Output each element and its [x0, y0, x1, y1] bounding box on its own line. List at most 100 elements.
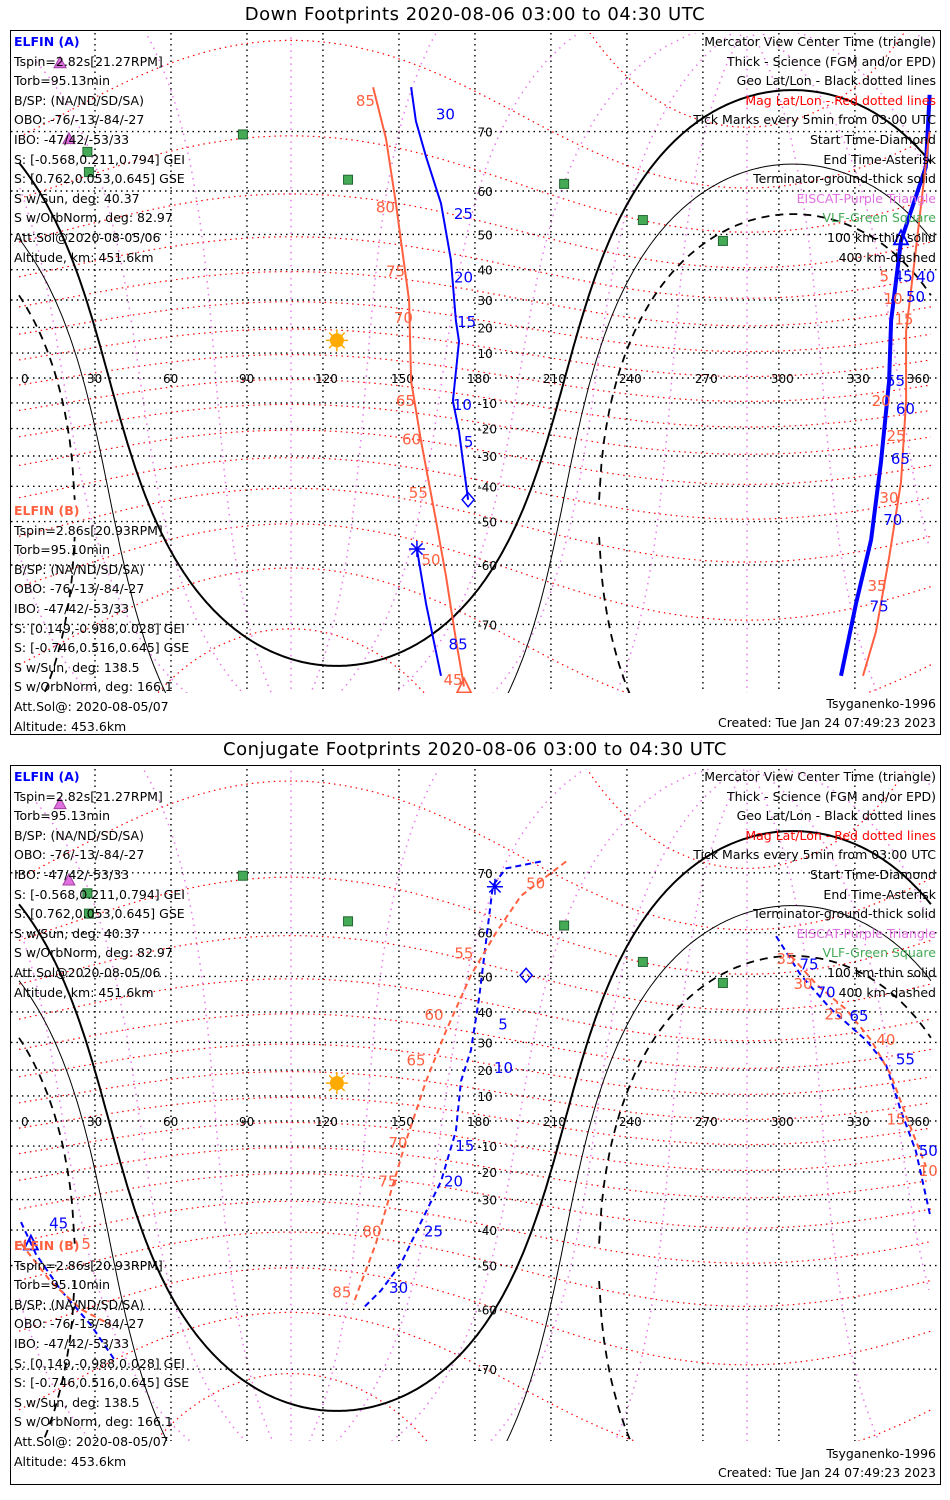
elfin-a-info-line: S: [-0.568,0.211,0.794] GEI: [14, 886, 185, 902]
elfin-a-info-line: IBO: -47/42/-53/33: [14, 866, 130, 882]
elfin-a-time-tick-label: 20: [444, 1172, 463, 1190]
legend-entry: 400 km-dashed: [838, 249, 936, 265]
vlf-site-square-icon: [82, 146, 93, 157]
elfin-b-info-line: S: [0.149,-0.988,0.028] GEI: [14, 620, 185, 636]
created-timestamp: Created: Tue Jan 24 07:49:23 2023: [717, 1465, 936, 1481]
elfin-b-time-tick-label: 50: [421, 551, 440, 569]
longitude-tick-label: 120: [315, 1115, 338, 1129]
elfin-b-time-tick-label: 60: [402, 430, 421, 448]
mag-latitude-line: [18, 328, 931, 378]
elfin-a-time-tick-label: 10: [494, 1059, 513, 1077]
latitude-tick-label: -40: [477, 480, 497, 494]
elfin-b-time-tick-label: 25: [825, 1005, 844, 1023]
elfin-b-time-tick-label: 15: [886, 1111, 905, 1129]
map-footer: Tsyganenko-1996 Created: Tue Jan 24 07:49…: [718, 694, 936, 733]
conjugate-footprints-map: 0 30 60 90 120 150 180 210 240 270 300 330 360 70 60 50…: [10, 765, 941, 1485]
asterisk-stroke: [410, 542, 424, 556]
mag-latitude-line: [18, 1121, 931, 1171]
elfin-b-time-tick-label: 5: [879, 268, 889, 286]
mag-latitude-line: [18, 378, 931, 428]
legend-entry: End Time-Asterisk: [823, 886, 936, 902]
latitude-tick-label: -50: [477, 1260, 497, 1274]
elfin-b-label: ELFIN (B): [14, 503, 80, 518]
elfin-b-info-line: Torb=95.10min: [14, 1277, 111, 1293]
vlf-site-square-icon: [343, 174, 354, 185]
elfin-a-track: [839, 94, 932, 677]
longitude-tick-label: 0: [21, 1115, 29, 1129]
longitude-tick-label: 330: [847, 1115, 870, 1129]
terminator-ground: [18, 89, 932, 667]
vlf-site-square-icon: [637, 215, 648, 226]
elfin-b-info-line: Altitude: 453.6km: [14, 718, 127, 734]
legend-entry: Thick - Science (FGM and/or EPD): [727, 788, 936, 804]
elfin-a-track: [410, 87, 470, 500]
eiscat-site-triangle-icon: [53, 55, 67, 69]
elfin-a-time-tick-label: 70: [816, 983, 835, 1001]
elfin-b-info-line: S w/Sun, deg: 138.5: [14, 659, 140, 675]
legend-entry: Mag Lat/Lon - Red dotted lines: [745, 827, 936, 843]
mag-latitude-line: [18, 1043, 931, 1095]
legend-entry: Terminator-ground-thick solid: [753, 906, 936, 922]
mag-latitude-line: [18, 429, 932, 485]
terminator-400km: [598, 955, 932, 1244]
latitude-tick-label: 10: [477, 1090, 492, 1104]
latitude-tick-label: 50: [477, 970, 492, 984]
latitude-tick-label: -10: [477, 1140, 497, 1154]
model-label: Tsyganenko-1996: [826, 1445, 936, 1461]
elfin-b-time-tick-label: 85: [332, 1284, 351, 1302]
mag-longitude-line: [38, 1478, 291, 1485]
elfin-a-info: ELFIN (A) Tspin=2.82s[21.27RPM] Torb=95.13…: [14, 32, 185, 267]
legend-entry: Tick Marks every 5min from 03:00 UTC: [693, 847, 936, 863]
legend-entry: 400 km-dashed: [838, 984, 936, 1000]
elfin-a-time-tick-label: 50: [906, 288, 925, 306]
longitude-tick-label: 150: [391, 1115, 414, 1129]
elfin-b-info-line: S w/OrbNorm, deg: 166.1: [14, 679, 173, 695]
elfin-a-time-tick-label: 75: [800, 955, 819, 973]
map-legend: Mercator View Center Time (triangle) Thic…: [693, 32, 936, 267]
elfin-a-time-tick-label: 5: [464, 433, 474, 451]
latitude-tick-label: 70: [477, 867, 492, 881]
elfin-a-time-tick-label: 70: [883, 511, 902, 529]
legend-entry: Terminator-ground-thick solid: [753, 171, 936, 187]
elfin-a-info-line: S w/OrbNorm, deg: 82.97: [14, 945, 173, 961]
elfin-b-time-tick-label: 80: [362, 1223, 381, 1241]
longitude-tick-label: 240: [619, 1115, 642, 1129]
latitude-tick-label: 40: [477, 1006, 492, 1020]
mag-longitude-line: [19, 187, 188, 693]
conjugate-footprints-title: Conjugate Footprints 2020-08-06 03:00 to…: [223, 739, 727, 760]
elfin-a-track: [362, 860, 541, 1310]
latitude-tick-label: -40: [477, 1224, 497, 1238]
mag-latitude-line: [18, 1147, 931, 1199]
elfin-b-info-line: B/SP: (NA/ND/SD/SA): [14, 561, 144, 577]
elfin-a-info-line: Att.Sol@2020-08-05/06: [14, 229, 161, 245]
mag-longitude-line: [796, 33, 929, 179]
mag-longitude-line: [19, 929, 192, 1441]
elfin-b-time-tick-label: 65: [396, 392, 415, 410]
elfin-a-info-line: Att.Sol@2020-08-05/06: [14, 964, 161, 980]
legend-entry: Mercator View Center Time (triangle): [704, 769, 936, 784]
elfin-a-time-tick-label: 65: [850, 1007, 869, 1025]
longitude-tick-label: 210: [543, 1115, 566, 1129]
end-time-asterisk-icon: [408, 540, 425, 557]
view-center-triangle-icon: [455, 676, 473, 693]
legend-entry: Thick - Science (FGM and/or EPD): [727, 53, 936, 69]
latitude-tick-label: -60: [477, 559, 497, 573]
mag-latitude-line: [18, 236, 932, 299]
elfin-a-info-line: Altitude, km: 451.6km: [14, 249, 154, 265]
legend-entry: Start Time-Diamond: [809, 866, 936, 882]
mag-latitude-line: [18, 39, 932, 189]
mag-latitude-line: [18, 354, 931, 402]
latitude-tick-label: 30: [477, 1036, 492, 1050]
mag-longitude-line: [394, 33, 698, 693]
elfin-b-info-line: Att.Sol@: 2020-08-05/07: [14, 1433, 169, 1449]
elfin-b-info-line: S: [-0.746,0.516,0.645] GSE: [14, 640, 190, 656]
elfin-b-time-tick-label: 35: [776, 950, 795, 968]
elfin-b-track: [862, 131, 931, 677]
elfin-a-track: [20, 1221, 117, 1363]
elfin-b-info-line: IBO: -47/42/-53/33: [14, 600, 130, 616]
terminator-400km: [18, 1037, 76, 1244]
elfin-a-time-tick-label: 55: [886, 372, 905, 390]
latitude-tick-label: 20: [477, 321, 492, 335]
longitude-tick-label: 0: [21, 372, 29, 386]
elfin-a-time-tick-label: 15: [457, 313, 476, 331]
